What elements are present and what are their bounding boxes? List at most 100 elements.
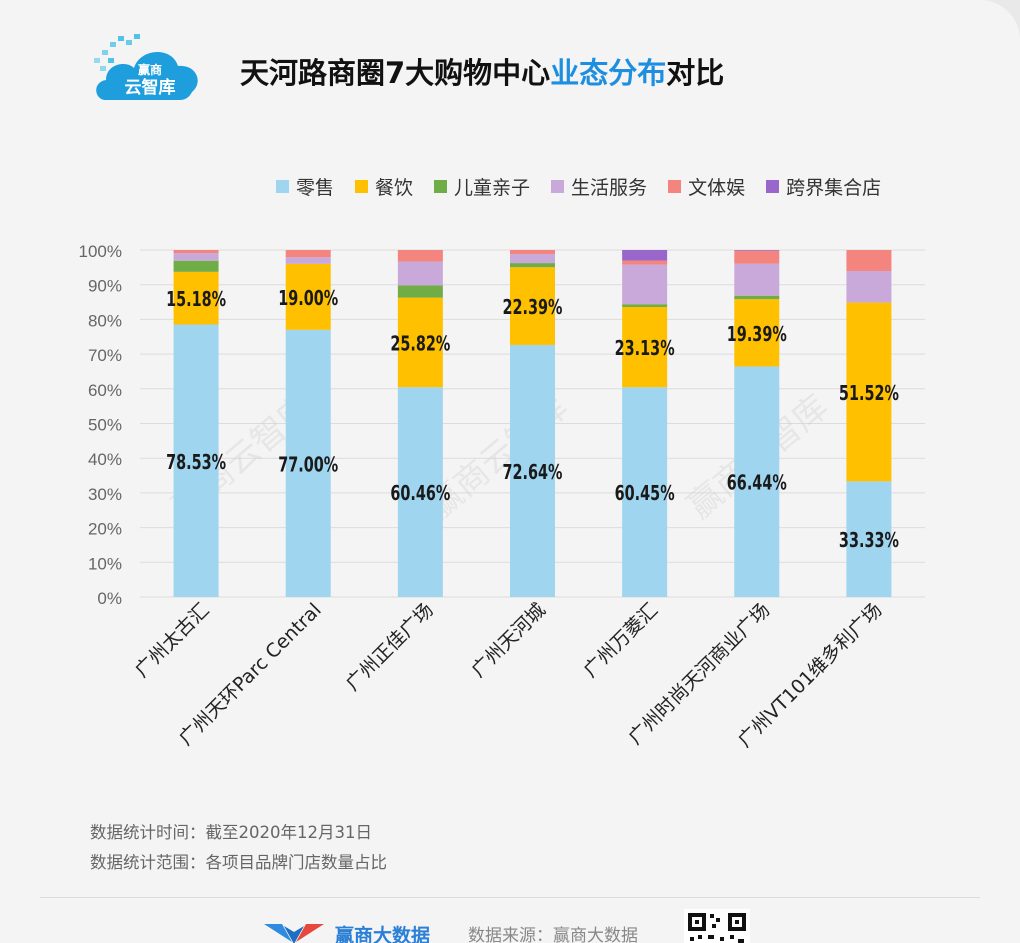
y-tick-label: 100%	[79, 242, 122, 261]
legend-label: 餐饮	[375, 176, 414, 199]
legend-item: 儿童亲子	[434, 173, 530, 200]
bar-segment	[397, 285, 443, 298]
bar-segment	[173, 250, 219, 254]
bar-segment	[734, 295, 780, 300]
footnotes: 数据统计时间：截至2020年12月31日 数据统计范围：各项目品牌门店数量占比	[90, 818, 387, 878]
bar-segment	[397, 297, 443, 388]
y-tick-label: 80%	[88, 311, 122, 330]
legend-item: 文体娱	[668, 173, 745, 200]
y-tick-label: 50%	[88, 416, 122, 435]
legend-swatch	[434, 179, 448, 193]
y-tick-label: 60%	[88, 381, 122, 400]
bar-segment	[510, 344, 555, 597]
footer-divider	[40, 897, 980, 898]
title-text: 天河路商圈7大购物中心	[240, 56, 551, 90]
bar-segment	[397, 261, 443, 286]
data-label: 15.18%	[166, 287, 226, 311]
note-stat-scope: 数据统计范围：各项目品牌门店数量占比	[90, 853, 387, 872]
bar-segment	[510, 254, 555, 264]
bar-segment	[285, 250, 331, 258]
bar-segment	[846, 302, 892, 482]
legend-item: 跨界集合店	[766, 173, 881, 200]
bar-segment	[173, 324, 219, 597]
bar-segment	[173, 271, 219, 325]
data-label: 19.39%	[727, 322, 787, 346]
bar-segment	[734, 263, 780, 296]
bar-segment	[846, 250, 892, 271]
legend-label: 跨界集合店	[786, 176, 882, 199]
bar-segment	[734, 250, 780, 264]
bar-segment	[510, 263, 555, 268]
data-source: 数据来源：赢商大数据	[468, 926, 638, 943]
qr-code-icon	[684, 909, 750, 943]
legend-item: 生活服务	[551, 173, 647, 200]
note-stat-time: 数据统计时间：截至2020年12月31日	[90, 823, 372, 842]
y-tick-label: 30%	[88, 485, 122, 504]
title-suffix: 对比	[666, 56, 725, 90]
title-highlight: 业态分布	[550, 56, 667, 90]
legend-swatch	[766, 179, 780, 193]
bar-segment	[846, 270, 892, 303]
yingshang-cloud-logo: 赢商 云智库	[94, 34, 198, 100]
legend-label: 零售	[296, 176, 335, 199]
bar-segment	[510, 267, 555, 345]
bar-segment	[173, 260, 219, 272]
data-label: 72.64%	[503, 460, 563, 484]
data-label: 77.00%	[278, 452, 338, 476]
bar-segment	[622, 304, 668, 307]
bar-segment	[510, 250, 555, 255]
legend-swatch	[668, 179, 682, 193]
data-label: 60.46%	[390, 481, 450, 505]
y-tick-label: 10%	[88, 554, 122, 573]
bar-segment	[285, 263, 331, 330]
legend-swatch	[276, 179, 289, 193]
bar-segment	[397, 250, 443, 262]
legend-swatch	[355, 179, 369, 193]
bar-segment	[285, 257, 331, 264]
bar-segment	[622, 306, 668, 388]
x-category-label: 广州万菱汇	[579, 599, 662, 682]
footer-brand: 赢商大数据	[335, 925, 431, 943]
data-label: 22.39%	[503, 295, 563, 319]
bar-segment	[622, 250, 668, 261]
data-label: 25.82%	[390, 331, 450, 355]
data-label: 23.13%	[615, 336, 675, 360]
bar-segment	[734, 299, 780, 367]
bar-segment	[397, 387, 443, 597]
legend-label: 生活服务	[571, 176, 648, 199]
bar-segment	[622, 260, 668, 265]
legend-item: 零售	[276, 173, 334, 200]
y-tick-label: 20%	[88, 520, 122, 539]
logo-text-1: 赢商	[138, 62, 162, 77]
legend-item: 餐饮	[355, 173, 413, 200]
bar-segment	[734, 250, 780, 251]
data-label: 19.00%	[278, 286, 338, 310]
page-title: 天河路商圈7大购物中心业态分布对比	[240, 50, 724, 92]
data-label: 51.52%	[839, 381, 899, 405]
y-tick-label: 40%	[88, 450, 122, 469]
bar-segment	[622, 264, 668, 305]
bar-segment	[846, 481, 892, 597]
y-tick-label: 90%	[88, 277, 122, 296]
brand-logo-icon	[264, 924, 324, 943]
data-label: 60.45%	[615, 481, 675, 505]
bar-segment	[622, 387, 668, 597]
bar-segment	[173, 253, 219, 261]
x-category-label: 广州正佳广场	[342, 599, 438, 695]
y-tick-label: 70%	[88, 346, 122, 365]
x-category-label: 广州太古汇	[131, 599, 214, 682]
bar-segment	[285, 329, 331, 597]
logo-text-2: 云智库	[125, 77, 176, 98]
legend-label: 文体娱	[688, 176, 746, 199]
y-tick-label: 0%	[97, 589, 122, 608]
data-label: 78.53%	[166, 450, 226, 474]
legend-swatch	[551, 179, 565, 193]
bar-segment	[734, 366, 780, 597]
x-category-label: 广州天河城	[467, 599, 550, 682]
data-label: 33.33%	[839, 528, 899, 552]
data-label: 66.44%	[727, 471, 787, 495]
chart-legend: 零售 餐饮 儿童亲子 生活服务 文体娱 跨界集合店	[276, 172, 881, 200]
legend-label: 儿童亲子	[454, 176, 531, 199]
